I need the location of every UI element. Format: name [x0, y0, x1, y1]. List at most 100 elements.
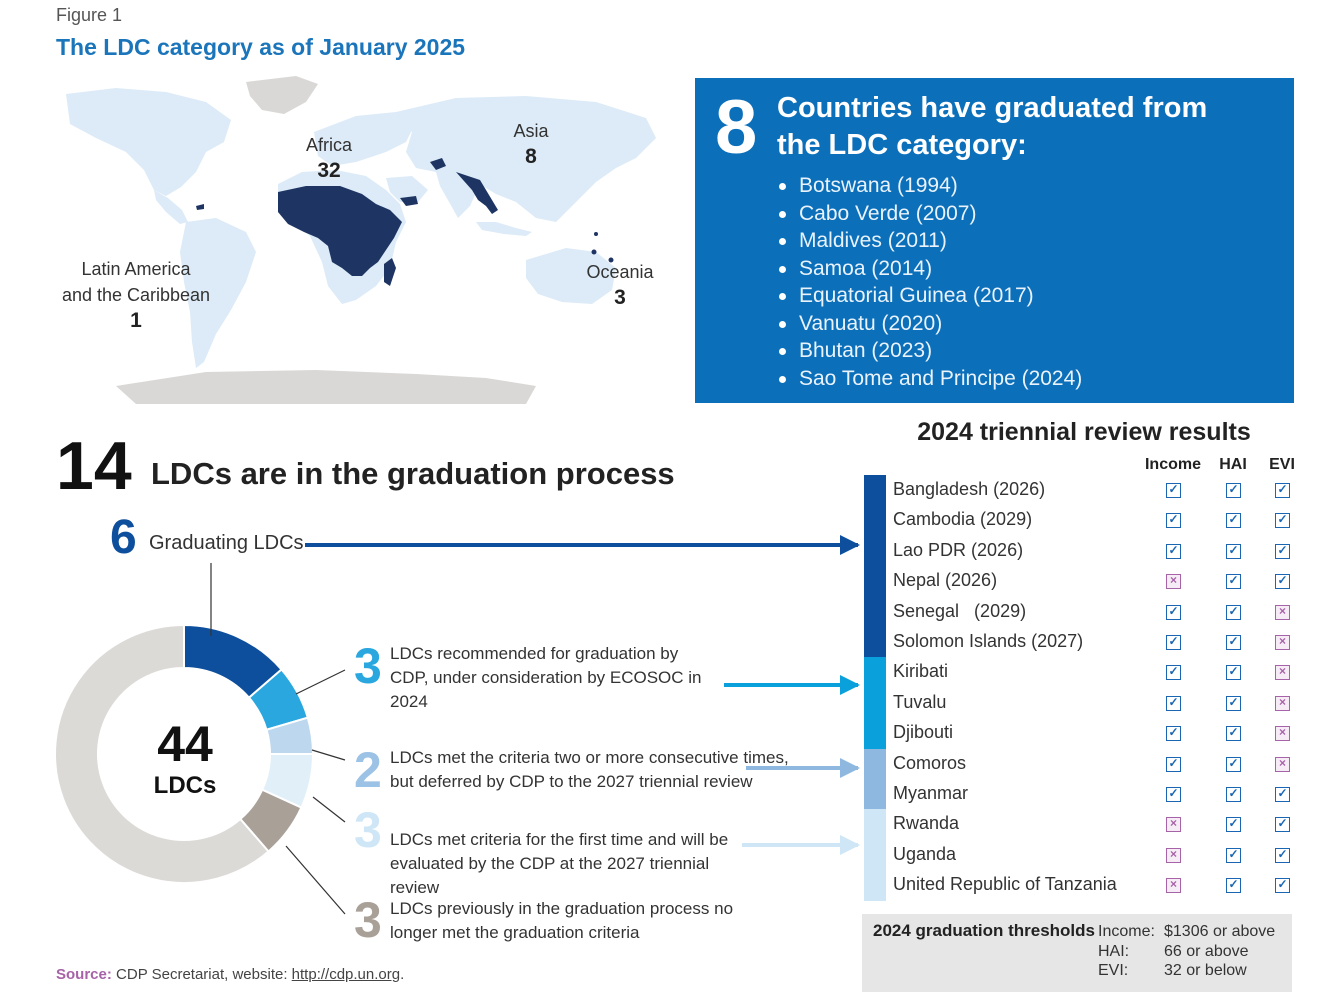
- country-name: Tuvalu: [893, 691, 947, 712]
- country-name: Kiribati: [893, 661, 949, 682]
- evi-cross-icon: ×: [1275, 635, 1290, 650]
- column-hai: HAI: [1219, 456, 1247, 473]
- north-america-shape: [66, 88, 231, 196]
- graduated-item: Samoa (2014): [778, 255, 1082, 283]
- source-note: Source: CDP Secretariat, website: http:/…: [56, 966, 404, 983]
- category-first-count: 3: [354, 802, 382, 858]
- south-america-shape: [180, 218, 256, 368]
- asia-ldc-shape: [456, 172, 498, 214]
- threshold-hai-value: 66 or above: [1164, 943, 1249, 960]
- income-check-icon: ✓: [1166, 695, 1181, 711]
- category-recommended-text: LDCs recommended for graduation by CDP, …: [390, 644, 702, 711]
- total-ldc-label: LDCs: [153, 772, 217, 799]
- europe-shape: [314, 112, 416, 166]
- category-no-longer-count: 3: [354, 892, 382, 948]
- threshold-evi-value: 32 or below: [1164, 962, 1247, 979]
- source-text: CDP Secretariat, website:: [116, 966, 292, 983]
- greenland-shape: [246, 76, 318, 114]
- hai-check-icon: ✓: [1226, 574, 1241, 590]
- graduated-item: Equatorial Guinea (2017): [778, 282, 1082, 310]
- table-row: Cambodia (2029) ✓ ✓ ✓: [886, 505, 1296, 535]
- group-bar-first: [864, 809, 886, 901]
- income-cross-icon: ×: [1166, 574, 1181, 590]
- source-end: .: [400, 966, 405, 983]
- threshold-hai-key: HAI:: [1098, 943, 1130, 960]
- indonesia-shape: [476, 222, 532, 236]
- table-row: Nepal (2026) × ✓ ✓: [886, 566, 1296, 596]
- evi-cross-icon: ×: [1275, 695, 1290, 711]
- hai-check-icon: ✓: [1226, 635, 1241, 650]
- income-check-icon: ✓: [1166, 726, 1181, 742]
- evi-check-icon: ✓: [1275, 847, 1290, 863]
- evi-check-icon: ✓: [1275, 543, 1290, 559]
- income-check-icon: ✓: [1166, 543, 1181, 559]
- income-check-icon: ✓: [1166, 513, 1181, 529]
- ldc-donut-chart: [54, 623, 315, 884]
- haiti-shape: [196, 204, 204, 210]
- yemen-shape: [400, 196, 418, 206]
- category-recommended-count: 3: [354, 638, 382, 694]
- graduated-count: 8: [715, 85, 758, 170]
- country-name: Cambodia (2029): [893, 509, 1033, 530]
- region-latin-america-name: Latin America and the Caribbean: [61, 259, 211, 305]
- country-name: Uganda: [893, 843, 957, 864]
- evi-cross-icon: ×: [1275, 604, 1290, 620]
- table-row: United Republic of Tanzania × ✓ ✓: [886, 870, 1296, 900]
- country-name: Myanmar: [893, 783, 969, 803]
- figure-title: The LDC category as of January 2025: [56, 34, 466, 60]
- graduated-item: Vanuatu (2020): [778, 310, 1082, 338]
- evi-check-icon: ✓: [1275, 483, 1290, 498]
- table-row: Bangladesh (2026) ✓ ✓ ✓: [886, 475, 1296, 505]
- table-row: Kiribati ✓ ✓ ×: [886, 657, 1296, 687]
- afghanistan-shape: [430, 158, 446, 170]
- group-bar-graduating: [864, 475, 886, 658]
- country-name: Comoros: [893, 752, 967, 773]
- country-name: Senegal (2029): [893, 600, 1027, 621]
- country-name: United Republic of Tanzania: [893, 874, 1117, 895]
- region-latin-america-count: 1: [130, 309, 142, 332]
- source-link[interactable]: http://cdp.un.org: [291, 966, 401, 983]
- country-name: Djibouti: [893, 722, 954, 743]
- graduated-list: Botswana (1994) Cabo Verde (2007) Maldiv…: [778, 172, 1082, 392]
- category-first-text: LDCs met criteria for the first time and…: [390, 830, 729, 897]
- pacific-island-1: [591, 249, 597, 255]
- region-africa-name: Africa: [305, 135, 352, 155]
- hai-check-icon: ✓: [1226, 543, 1241, 559]
- country-name: Lao PDR (2026): [893, 539, 1024, 560]
- total-ldc-count: 44: [157, 716, 213, 772]
- region-oceania-name: Oceania: [586, 262, 654, 282]
- income-check-icon: ✓: [1166, 665, 1181, 681]
- region-asia: Asia 8: [504, 118, 558, 170]
- source-label: Source:: [56, 966, 112, 983]
- hai-check-icon: ✓: [1226, 817, 1241, 833]
- region-africa-count: 32: [317, 159, 341, 182]
- donut-center: 44 LDCs: [110, 716, 260, 800]
- hai-check-icon: ✓: [1226, 847, 1241, 863]
- world-map: [66, 76, 656, 404]
- country-name: Rwanda: [893, 813, 960, 834]
- antarctica-shape: [116, 370, 536, 404]
- income-cross-icon: ×: [1166, 817, 1181, 833]
- graduated-item: Bhutan (2023): [778, 337, 1082, 365]
- income-check-icon: ✓: [1166, 756, 1181, 772]
- madagascar-shape: [384, 258, 396, 286]
- group-bar-deferred: [864, 748, 886, 810]
- evi-cross-icon: ×: [1275, 756, 1290, 772]
- hai-check-icon: ✓: [1226, 483, 1241, 498]
- graduated-item: Cabo Verde (2007): [778, 200, 1082, 228]
- income-cross-icon: ×: [1166, 847, 1181, 863]
- donut-slice-6: [54, 623, 270, 884]
- income-check-icon: ✓: [1166, 604, 1181, 620]
- graduating-label: Graduating LDCs: [149, 532, 304, 554]
- thresholds-box: 2024 graduation thresholds Income: $1306…: [862, 914, 1292, 992]
- column-evi: EVI: [1269, 456, 1295, 473]
- central-america-shape: [154, 190, 188, 224]
- threshold-evi-key: EVI:: [1098, 962, 1129, 979]
- evi-check-icon: ✓: [1275, 878, 1290, 894]
- evi-cross-icon: ×: [1275, 726, 1290, 742]
- region-oceania: Oceania 3: [584, 259, 656, 311]
- hai-check-icon: ✓: [1226, 878, 1241, 894]
- region-asia-count: 8: [525, 145, 537, 168]
- hai-check-icon: ✓: [1226, 787, 1241, 802]
- hai-check-icon: ✓: [1226, 604, 1241, 620]
